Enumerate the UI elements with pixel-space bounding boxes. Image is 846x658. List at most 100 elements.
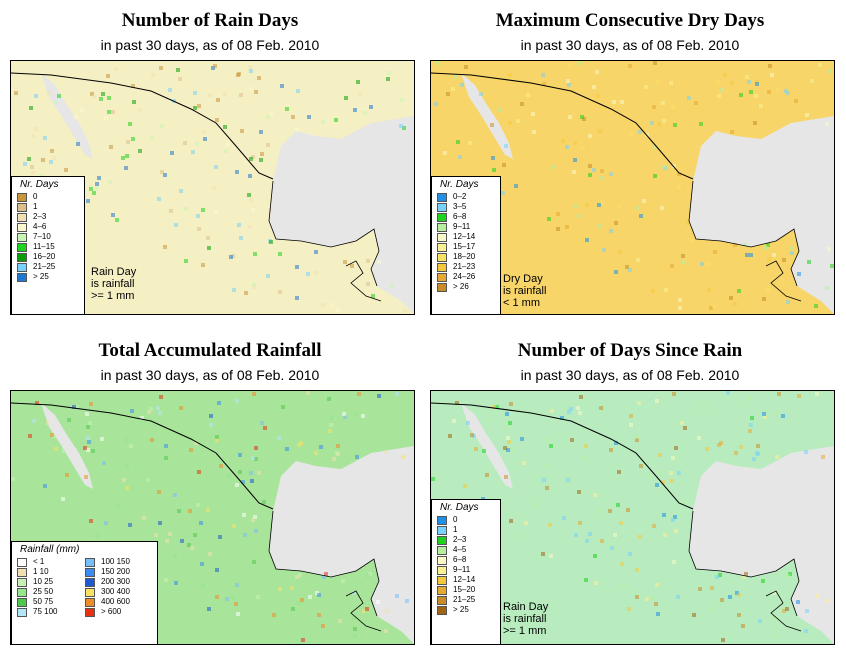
map-cell (208, 552, 212, 556)
map-cell (400, 98, 404, 102)
map-cell (454, 75, 458, 79)
legend-title: Nr. Days (440, 502, 479, 513)
map-cell (240, 129, 244, 133)
legend-note: Rain Day is rainfall >= 1 mm (503, 601, 549, 637)
map-cell (772, 253, 776, 257)
map-cell (238, 453, 242, 457)
map-total-rainfall[interactable]: Rainfall (mm) < 1 100 150 1 10 150 200 10 25… (10, 390, 415, 645)
legend-label: 1 (33, 202, 38, 211)
map-cell (259, 158, 263, 162)
legend-swatch (17, 232, 27, 242)
map-cell (199, 521, 203, 525)
legend-swatch (17, 252, 27, 262)
map-cell (248, 65, 252, 69)
map-cell (350, 264, 354, 268)
map-graphic (11, 61, 414, 314)
map-cell (663, 533, 667, 537)
map-cell (235, 483, 239, 487)
map-cell (566, 478, 570, 482)
legend-label: 21–25 (33, 262, 56, 271)
legend-item: > 26 (432, 282, 500, 292)
map-cell (678, 298, 682, 302)
border-us-mexico (431, 402, 694, 510)
map-cell (492, 405, 496, 409)
map-cell (825, 286, 829, 290)
map-rain-days[interactable]: Nr. Days 0 1 2–3 4–6 7–10 11–15 16–20 21–25 > 25… (10, 60, 415, 315)
map-cell (223, 125, 227, 129)
map-cell (262, 500, 266, 504)
map-cell (766, 243, 770, 247)
legend-label: > 600 (101, 607, 122, 616)
map-cell (212, 186, 216, 190)
map-cell (242, 513, 246, 517)
legend-item: 12–14 (432, 575, 500, 585)
map-cell (639, 464, 643, 468)
map-cell (30, 165, 34, 169)
map-cell (747, 397, 751, 401)
land-north-america (431, 61, 834, 314)
map-cell (827, 247, 831, 251)
map-cell (159, 395, 163, 399)
map-cell (174, 223, 178, 227)
map-cell (790, 251, 794, 255)
map-cell (655, 583, 659, 587)
map-cell (260, 152, 264, 156)
map-cell (61, 497, 65, 501)
map-cell (830, 264, 834, 268)
map-cell (759, 104, 763, 108)
map-cell (576, 406, 580, 410)
map-cell (163, 245, 167, 249)
map-cell (754, 94, 758, 98)
legend-label: 3–5 (453, 202, 467, 211)
map-cell (366, 259, 370, 263)
legend-label: 10 25 (33, 577, 54, 586)
map-cell (692, 613, 696, 617)
map-cell (723, 73, 727, 77)
map-cell (236, 612, 240, 616)
map-cell (369, 105, 373, 109)
map-cell (705, 447, 709, 451)
map-cell (235, 170, 239, 174)
map-cell (720, 88, 724, 92)
map-cell (291, 607, 295, 611)
map-cell (207, 607, 211, 611)
map-cell (90, 92, 94, 96)
legend-swatch (85, 567, 95, 577)
map-dry-days[interactable]: Nr. Days 0–2 3–5 6–8 9–11 12–14 15–17 18–20 21–… (430, 60, 835, 315)
map-cell (27, 157, 31, 161)
legend-item: 11–15 (12, 242, 84, 252)
map-cell (28, 434, 32, 438)
map-cell (639, 214, 643, 218)
panel-days-since-rain: Number of Days Since Rain in past 30 day… (420, 330, 840, 650)
map-cell (34, 127, 38, 131)
map-days-since-rain[interactable]: Nr. Days 0 1 2–3 4–5 6–8 9–11 12–14 15–20 21–25 >… (430, 390, 835, 645)
map-cell (797, 394, 801, 398)
map-cell (154, 533, 158, 537)
map-cell (329, 423, 333, 427)
map-cell (272, 613, 276, 617)
map-cell (62, 449, 66, 453)
map-cell (635, 206, 639, 210)
map-cell (460, 83, 464, 87)
map-cell (818, 63, 822, 67)
map-cell (593, 554, 597, 558)
map-cell (781, 414, 785, 418)
map-cell (717, 94, 721, 98)
map-cell (29, 106, 33, 110)
map-cell (658, 453, 662, 457)
map-cell (200, 562, 204, 566)
map-cell (613, 533, 617, 537)
map-cell (448, 434, 452, 438)
map-cell (196, 503, 200, 507)
map-cell (34, 94, 38, 98)
legend-swatch (17, 262, 27, 272)
legend-label: 4–6 (33, 222, 47, 231)
map-cell (121, 156, 125, 160)
map-cell (52, 156, 56, 160)
legend-swatch (437, 585, 447, 595)
map-cell (565, 225, 569, 229)
legend-item: 15–17 (432, 242, 500, 252)
map-cell (280, 84, 284, 88)
map-cell (365, 607, 369, 611)
map-cell (463, 484, 467, 488)
